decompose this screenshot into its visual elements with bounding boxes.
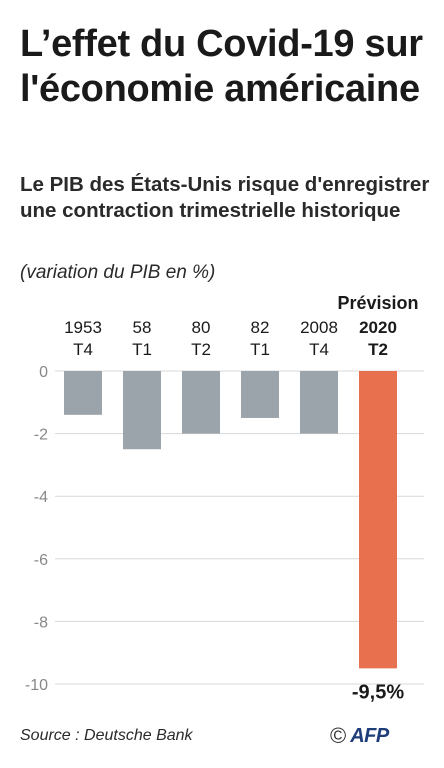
- y-tick-label: -10: [25, 677, 48, 694]
- unit-label: (variation du PIB en %): [20, 262, 216, 283]
- y-tick-label: -2: [34, 427, 48, 444]
- forecast-label: Prévision: [337, 293, 418, 313]
- chart-subtitle: Le PIB des États-Unis risque d'enregistr…: [20, 173, 430, 222]
- y-tick-label: -6: [34, 552, 48, 569]
- bar: [182, 371, 220, 434]
- x-tick-label: T4: [73, 340, 93, 359]
- y-tick-label: -8: [34, 614, 48, 631]
- bar: [300, 371, 338, 434]
- bar: [123, 371, 161, 450]
- x-tick-label: T4: [309, 340, 329, 359]
- y-tick-label: 0: [39, 364, 48, 381]
- afp-logo-text: AFP: [350, 724, 389, 747]
- x-tick-label: T2: [191, 340, 211, 359]
- x-tick-label: T2: [368, 340, 388, 359]
- copyright-icon: ©: [330, 723, 347, 748]
- x-tick-label: 58: [133, 318, 152, 337]
- bar: [359, 371, 397, 669]
- x-tick-label: 2008: [300, 318, 338, 337]
- source-note: Source : Deutsche Bank: [20, 727, 193, 744]
- data-label: -9,5%: [352, 681, 404, 703]
- chart-title: L’effet du Covid-19 sur l'économie améri…: [20, 23, 423, 110]
- x-tick-label: 2020: [359, 318, 397, 337]
- bar-chart: 0 -2 -4 -6 -8 -10 1953 T4 58 T1 80 T2 82 T1 2008 T4 Prév…: [25, 293, 424, 703]
- bar: [241, 371, 279, 418]
- x-tick-label: 82: [251, 318, 270, 337]
- bar: [64, 371, 102, 415]
- x-tick-label: T1: [250, 340, 270, 359]
- x-tick-label: 1953: [64, 318, 102, 337]
- x-tick-label: T1: [132, 340, 152, 359]
- x-tick-label: 80: [192, 318, 211, 337]
- y-tick-label: -4: [34, 489, 48, 506]
- afp-logo: © AFP: [330, 722, 389, 750]
